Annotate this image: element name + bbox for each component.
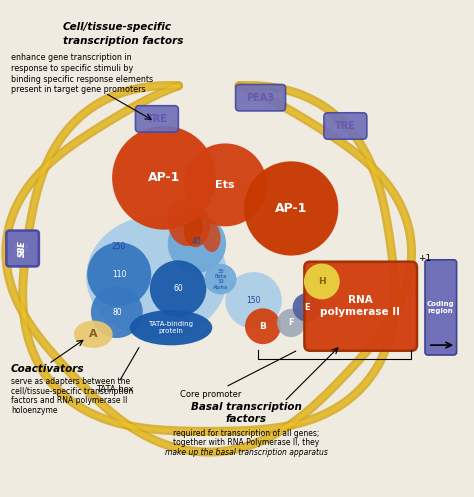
FancyBboxPatch shape	[324, 113, 367, 139]
FancyBboxPatch shape	[6, 230, 39, 267]
Ellipse shape	[130, 310, 212, 345]
Text: 80: 80	[112, 308, 122, 317]
Text: PEA3: PEA3	[246, 93, 274, 103]
Circle shape	[168, 215, 226, 273]
Text: response to specific stimuli by: response to specific stimuli by	[11, 64, 133, 73]
Text: 30
Beta
30
Alpha: 30 Beta 30 Alpha	[213, 268, 228, 290]
Text: TRE: TRE	[335, 121, 356, 131]
Text: 40: 40	[192, 237, 202, 246]
Ellipse shape	[167, 199, 203, 246]
Text: SBE: SBE	[14, 244, 31, 253]
Circle shape	[277, 309, 305, 337]
Text: AP-1: AP-1	[148, 171, 180, 184]
Ellipse shape	[86, 216, 228, 338]
Text: Ets: Ets	[216, 180, 235, 190]
Circle shape	[184, 144, 267, 226]
FancyBboxPatch shape	[136, 106, 178, 132]
Text: RNA
polymerase II: RNA polymerase II	[320, 295, 401, 317]
Circle shape	[112, 126, 216, 230]
Circle shape	[87, 243, 151, 307]
FancyBboxPatch shape	[425, 260, 456, 355]
Text: 250: 250	[112, 242, 127, 250]
Text: present in target gene promoters: present in target gene promoters	[11, 85, 146, 94]
Text: factors and RNA polymerase II: factors and RNA polymerase II	[11, 397, 127, 406]
Text: 150: 150	[246, 296, 261, 305]
Text: cell/tissue-specific transcription: cell/tissue-specific transcription	[11, 387, 133, 396]
Text: Cell/tissue-specific: Cell/tissue-specific	[63, 22, 172, 32]
Text: TRE: TRE	[146, 114, 167, 124]
Text: E: E	[304, 303, 310, 312]
FancyBboxPatch shape	[236, 84, 285, 111]
Circle shape	[91, 286, 143, 338]
Text: serve as adapters between the: serve as adapters between the	[11, 377, 130, 386]
Text: +1: +1	[418, 254, 431, 263]
Text: Basal transcription: Basal transcription	[191, 402, 302, 412]
Text: 60: 60	[173, 284, 183, 293]
Ellipse shape	[74, 321, 113, 348]
Text: Coactivators: Coactivators	[11, 364, 84, 374]
Ellipse shape	[184, 207, 210, 247]
Circle shape	[225, 272, 282, 329]
Text: TATA-binding
protein: TATA-binding protein	[148, 321, 193, 334]
Text: TATA box: TATA box	[96, 347, 139, 394]
Text: together with RNA Polymerase II, they: together with RNA Polymerase II, they	[173, 438, 319, 447]
Circle shape	[150, 260, 206, 317]
Text: 110: 110	[112, 270, 127, 279]
Text: AP-1: AP-1	[275, 202, 307, 215]
Circle shape	[245, 308, 281, 344]
Text: factors: factors	[226, 414, 267, 424]
Text: make up the basal transcription apparatus: make up the basal transcription apparatu…	[165, 448, 328, 457]
Text: Coding
region: Coding region	[427, 301, 455, 314]
Circle shape	[304, 263, 340, 299]
Text: transcription factors: transcription factors	[63, 35, 183, 46]
Circle shape	[244, 162, 338, 255]
Text: SBE: SBE	[18, 240, 27, 257]
Text: holoenzyme: holoenzyme	[11, 407, 57, 415]
Ellipse shape	[201, 222, 220, 252]
Text: Core promoter: Core promoter	[181, 351, 296, 399]
Text: SBE: SBE	[18, 240, 27, 257]
FancyBboxPatch shape	[7, 231, 38, 266]
Text: B: B	[259, 322, 266, 331]
Circle shape	[292, 293, 321, 322]
Text: F: F	[288, 319, 294, 328]
Text: enhance gene transcription in: enhance gene transcription in	[11, 53, 131, 62]
Text: required for transcription of all genes;: required for transcription of all genes;	[173, 428, 319, 437]
Text: binding specific response elements: binding specific response elements	[11, 75, 153, 83]
FancyBboxPatch shape	[304, 262, 417, 351]
Ellipse shape	[204, 264, 237, 294]
Text: H: H	[318, 277, 326, 286]
Text: A: A	[89, 329, 98, 339]
